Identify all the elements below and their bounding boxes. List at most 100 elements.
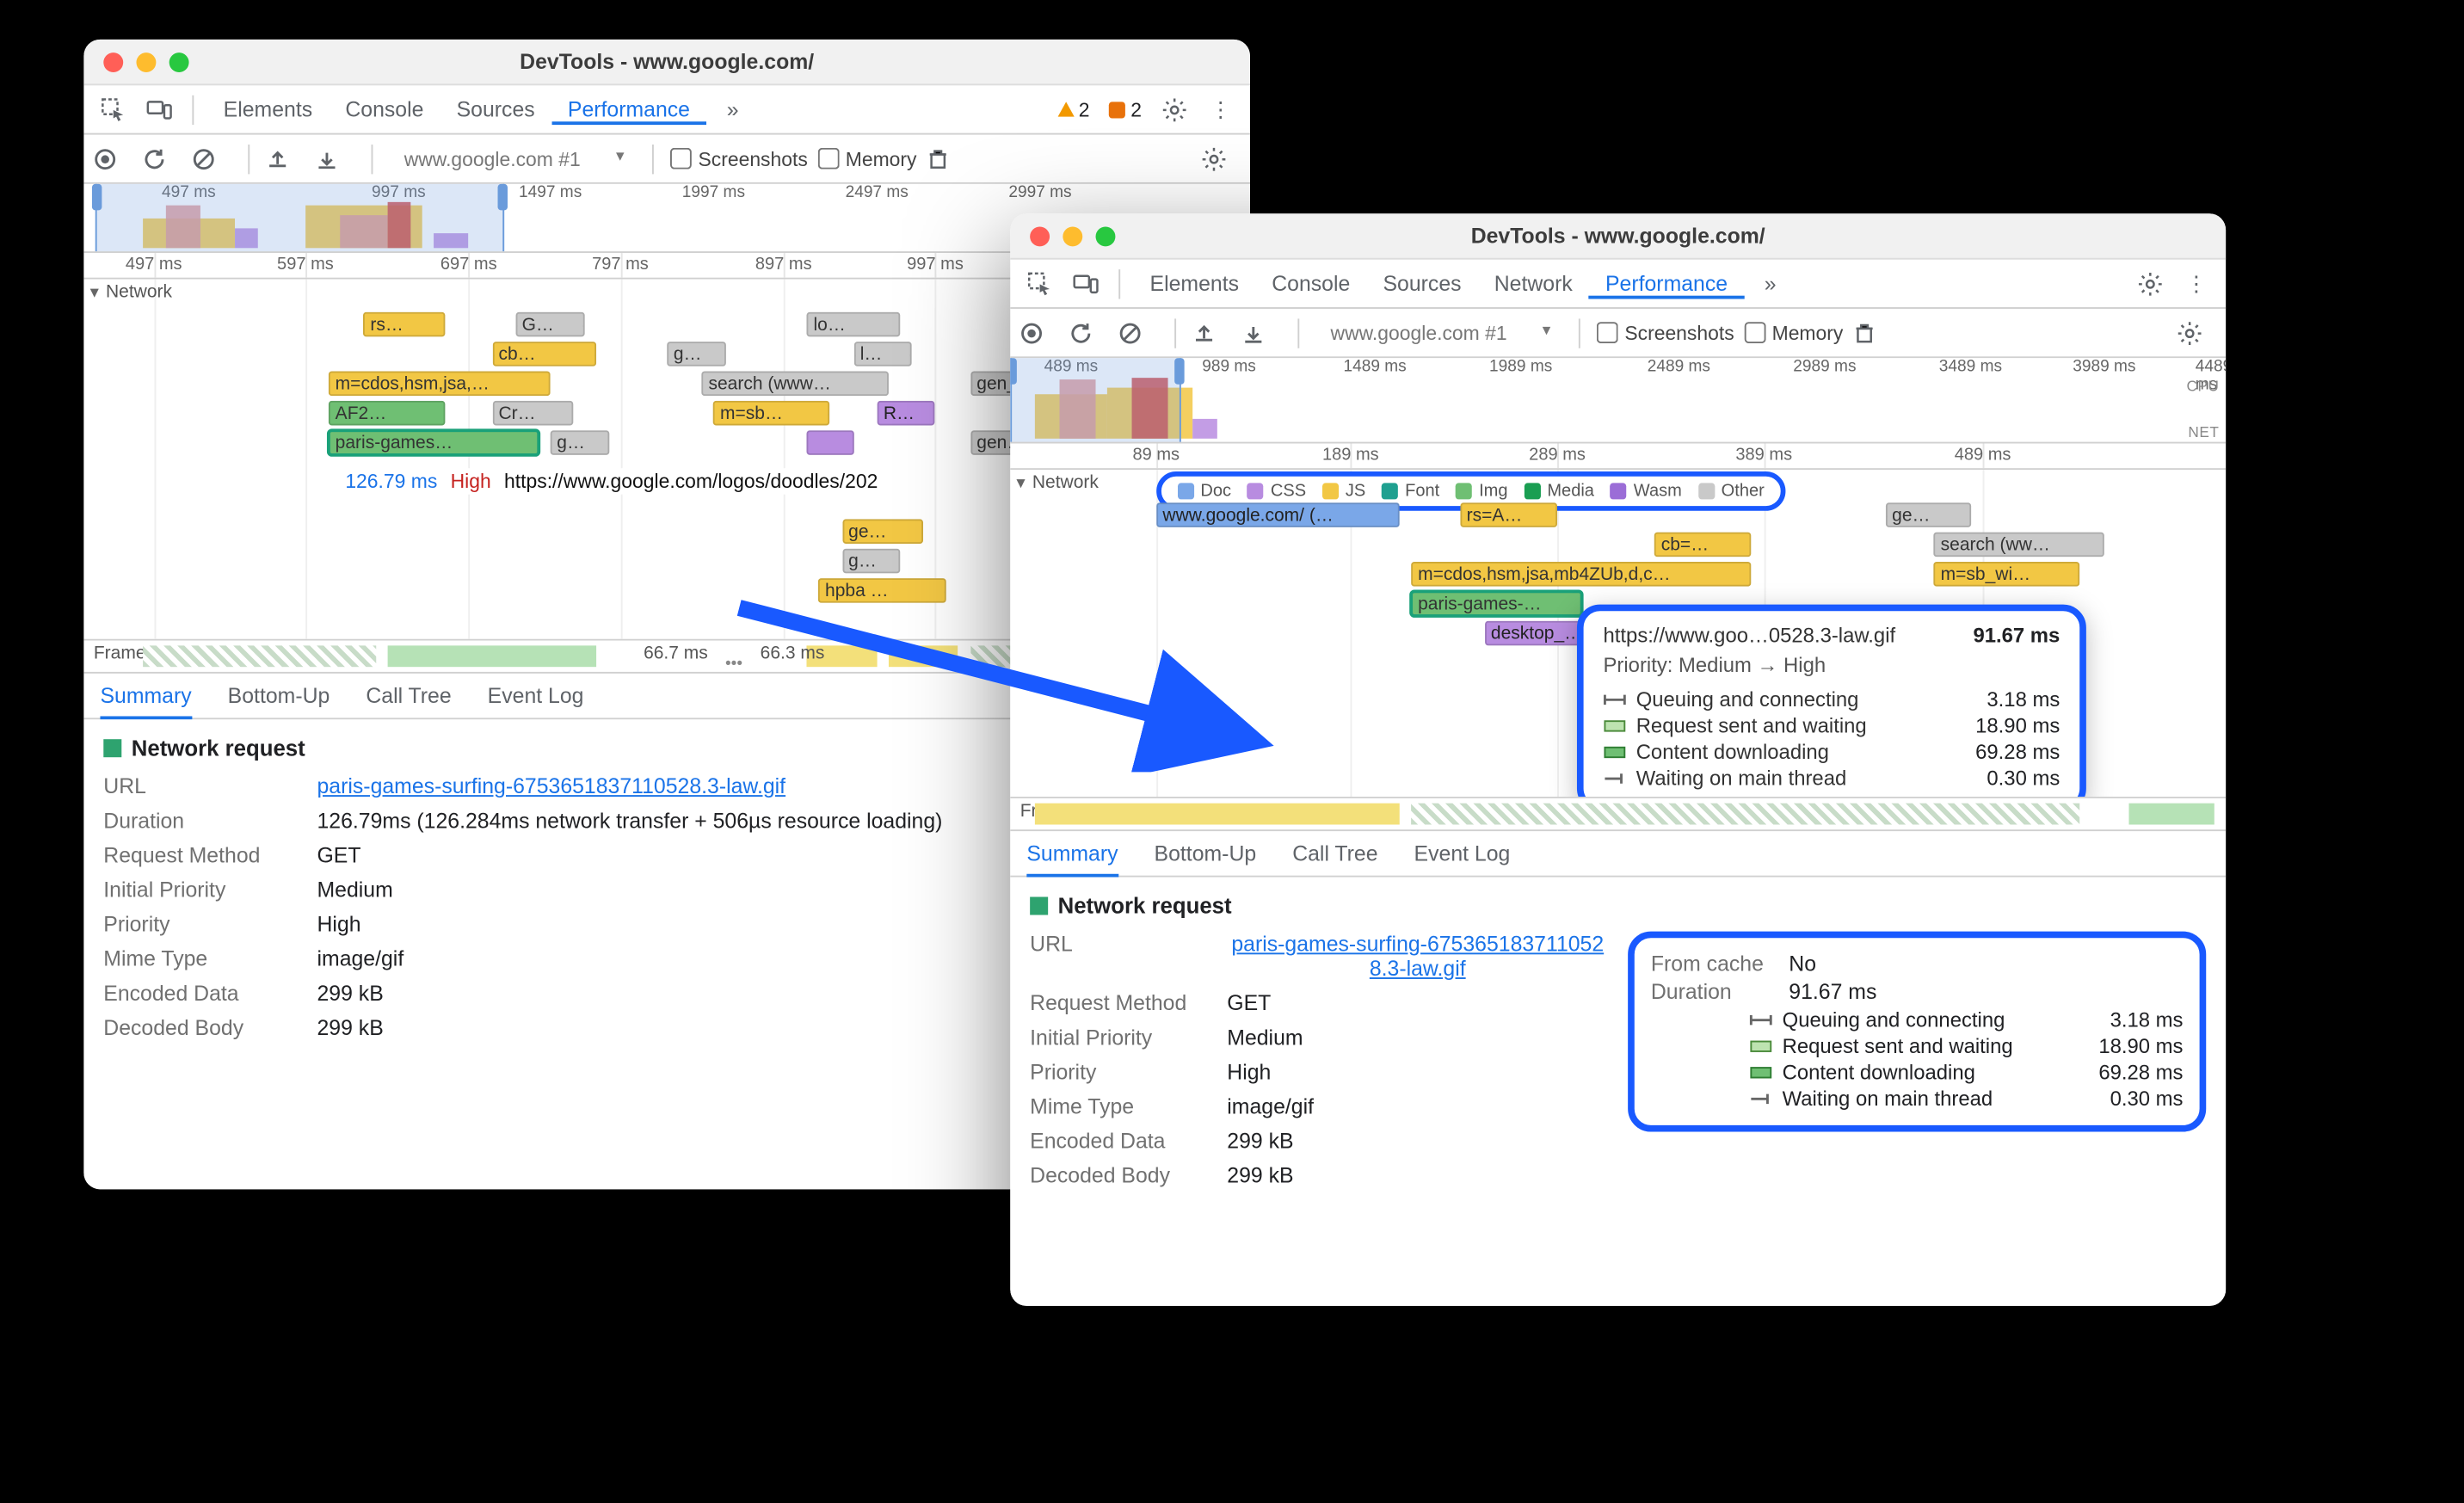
errors-badge[interactable]: 2 [1109, 98, 1142, 121]
reload-icon[interactable] [143, 147, 182, 170]
kebab-icon[interactable]: ⋮ [2177, 263, 2216, 303]
network-request[interactable] [807, 430, 853, 455]
screenshots-checkbox[interactable]: Screenshots [1597, 321, 1734, 344]
clear-icon[interactable] [192, 147, 231, 170]
settings-icon[interactable] [2130, 263, 2170, 303]
network-request[interactable]: search (ww… [1934, 533, 2104, 557]
network-request[interactable]: m=sb_wi… [1934, 562, 2080, 587]
download-icon[interactable] [316, 147, 355, 170]
minimize-icon[interactable] [1063, 226, 1082, 246]
tab-performance[interactable]: Performance [551, 96, 706, 124]
selection-handle-left[interactable] [1010, 358, 1017, 385]
titlebar[interactable]: DevTools - www.google.com/ [83, 40, 1250, 85]
frame-segment[interactable] [387, 645, 597, 667]
network-request[interactable]: g… [667, 342, 725, 367]
network-request[interactable]: R… [877, 401, 935, 426]
network-request[interactable]: cb=… [1654, 533, 1752, 557]
selection-handle-left[interactable] [92, 184, 102, 211]
ruler-tick: 489 ms [1955, 445, 2011, 465]
close-icon[interactable] [1030, 226, 1050, 246]
upload-icon[interactable] [1192, 321, 1232, 344]
gc-icon[interactable] [1853, 321, 1893, 344]
network-request[interactable]: AF2… [329, 401, 446, 426]
network-request[interactable]: l… [853, 342, 912, 367]
network-request[interactable]: G… [515, 312, 585, 337]
network-request[interactable]: Cr… [492, 401, 574, 426]
network-request[interactable]: ge… [1886, 502, 1971, 527]
tab-console[interactable]: Console [1255, 270, 1366, 295]
tab-sources[interactable]: Sources [440, 96, 551, 121]
summary-url-link[interactable]: paris-games-surfing-6753651837110528.3-l… [1227, 932, 1608, 981]
kebab-icon[interactable]: ⋮ [1201, 89, 1241, 129]
tab-elements[interactable]: Elements [1133, 270, 1255, 295]
zoom-icon[interactable] [169, 52, 189, 71]
device-icon[interactable] [139, 89, 179, 129]
network-request[interactable]: lo… [807, 312, 900, 337]
network-request[interactable]: cb… [492, 342, 597, 367]
settings-icon[interactable] [1155, 89, 1194, 129]
tab-elements[interactable]: Elements [207, 96, 330, 121]
memory-checkbox[interactable]: Memory [1744, 321, 1843, 344]
record-icon[interactable] [94, 147, 133, 170]
inspect-icon[interactable] [1020, 263, 1060, 303]
detail-tab-summary[interactable]: Summary [1026, 830, 1118, 876]
perf-settings-icon[interactable] [2177, 319, 2216, 346]
summary-url-link[interactable]: paris-games-surfing-6753651837110528.3-l… [317, 773, 786, 798]
zoom-icon[interactable] [1096, 226, 1116, 246]
frames-strip[interactable]: Frames [1010, 798, 2226, 831]
download-icon[interactable] [1241, 321, 1281, 344]
detail-tab-event-log[interactable]: Event Log [1414, 830, 1511, 876]
titlebar[interactable]: DevTools - www.google.com/ [1010, 213, 2226, 259]
tab-network[interactable]: Network [1478, 270, 1589, 295]
frame-segment[interactable] [2128, 804, 2214, 825]
network-request[interactable]: paris-games… [329, 430, 539, 455]
network-request[interactable]: ge… [842, 519, 924, 544]
detail-tab-bottom-up[interactable]: Bottom-Up [1155, 830, 1257, 876]
network-request[interactable]: rs… [364, 312, 446, 337]
clear-icon[interactable] [1118, 321, 1158, 344]
perf-settings-icon[interactable] [1201, 145, 1241, 172]
more-tabs-icon[interactable]: » [713, 89, 753, 129]
detail-tab-call-tree[interactable]: Call Tree [1292, 830, 1377, 876]
breakdown-row: Content downloading69.28 ms [1749, 1060, 2183, 1087]
network-request[interactable]: m=cdos,hsm,jsa,… [329, 372, 551, 397]
detail-ruler[interactable]: 89 ms189 ms289 ms389 ms489 ms [1010, 444, 2226, 471]
network-request[interactable]: m=cdos,hsm,jsa,mb4ZUb,d,c… [1411, 562, 1752, 587]
frame-segment[interactable] [1034, 804, 1399, 825]
frame-segment[interactable] [1411, 804, 2079, 825]
memory-checkbox[interactable]: Memory [817, 147, 916, 170]
upload-icon[interactable] [266, 147, 305, 170]
detail-tab-call-tree[interactable]: Call Tree [366, 673, 451, 718]
detail-tab-event-log[interactable]: Event Log [488, 673, 584, 718]
tab-console[interactable]: Console [329, 96, 440, 121]
recording-select[interactable]: www.google.com #1 [1315, 317, 1562, 349]
network-request[interactable]: www.google.com/ (… [1156, 502, 1400, 527]
overview-timeline[interactable]: 489 ms989 ms1489 ms1989 ms2489 ms2989 ms… [1010, 358, 2226, 443]
tab-sources[interactable]: Sources [1366, 270, 1477, 295]
selection-handle-right[interactable] [497, 184, 507, 211]
gc-icon[interactable] [927, 147, 966, 170]
network-request[interactable]: rs=A… [1460, 502, 1557, 527]
devtools-tabstrip: ElementsConsoleSourcesNetworkPerformance… [1010, 260, 2226, 309]
reload-icon[interactable] [1069, 321, 1109, 344]
network-request[interactable]: g… [551, 430, 609, 455]
warnings-badge[interactable]: 2 [1057, 98, 1090, 121]
screenshots-checkbox[interactable]: Screenshots [670, 147, 808, 170]
recording-select[interactable]: www.google.com #1 [390, 142, 636, 175]
network-request[interactable]: g… [842, 549, 901, 574]
ruler-tick: 997 ms [907, 255, 964, 274]
frame-segment[interactable] [142, 645, 375, 667]
detail-tab-bottom-up[interactable]: Bottom-Up [228, 673, 330, 718]
network-request[interactable]: paris-games-… [1411, 591, 1581, 616]
minimize-icon[interactable] [136, 52, 156, 71]
close-icon[interactable] [103, 52, 123, 71]
network-request[interactable]: m=sb… [713, 401, 830, 426]
record-icon[interactable] [1020, 321, 1060, 344]
device-icon[interactable] [1066, 263, 1106, 303]
tab-performance[interactable]: Performance [1589, 270, 1744, 298]
detail-tab-summary[interactable]: Summary [100, 673, 191, 718]
network-request[interactable]: search (www… [702, 372, 889, 397]
inspect-icon[interactable] [94, 89, 133, 129]
more-tabs-icon[interactable]: » [1751, 263, 1790, 303]
selection-handle-right[interactable] [1173, 358, 1183, 385]
